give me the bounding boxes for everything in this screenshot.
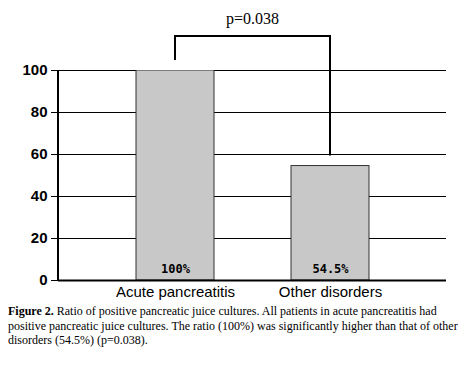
svg-text:Other disorders: Other disorders	[279, 283, 382, 300]
svg-text:54.5%: 54.5%	[312, 262, 349, 276]
svg-text:p=0.038: p=0.038	[226, 10, 279, 28]
svg-text:40: 40	[31, 187, 48, 204]
svg-text:0: 0	[39, 271, 47, 288]
svg-text:60: 60	[31, 145, 48, 162]
svg-text:20: 20	[31, 229, 48, 246]
svg-text:100%: 100%	[161, 262, 191, 276]
svg-text:100: 100	[22, 61, 47, 78]
svg-text:80: 80	[31, 103, 48, 120]
svg-text:Acute pancreatitis: Acute pancreatitis	[116, 283, 235, 300]
html-text:Figure 2. Ratio of positive pa: Figure 2. Ratio of positive pancreatic j…	[8, 304, 458, 348]
